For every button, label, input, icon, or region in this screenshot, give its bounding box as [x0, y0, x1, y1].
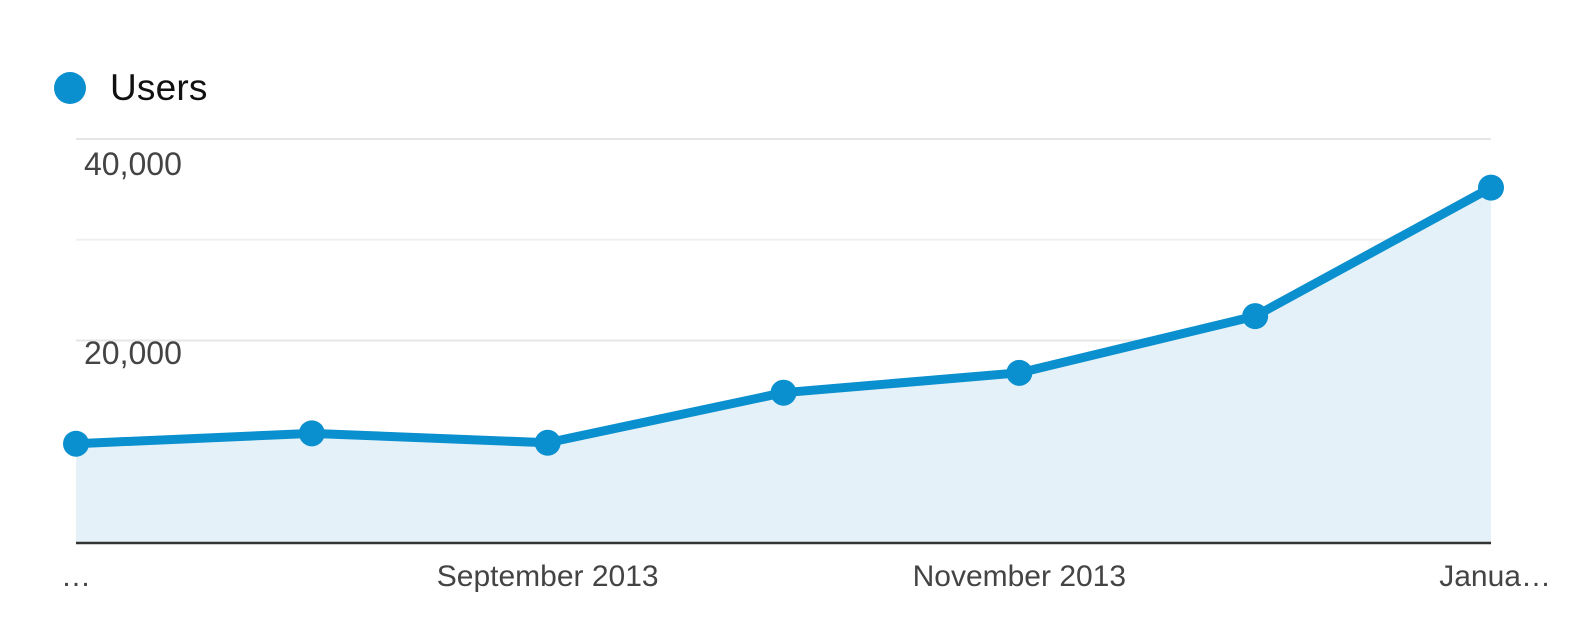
legend: Users — [54, 62, 208, 114]
x-tick-label: Janua… — [1439, 560, 1551, 593]
data-point[interactable] — [1478, 174, 1504, 201]
data-point[interactable] — [534, 429, 561, 456]
x-tick-label: November 2013 — [913, 560, 1126, 593]
x-axis-tick-labels: … September 2013 November 2013 Janua… — [61, 560, 1551, 593]
data-point[interactable] — [1006, 359, 1033, 386]
series-points-users — [63, 174, 1504, 457]
y-axis-tick-labels: 40,000 20,000 — [84, 146, 182, 371]
data-point[interactable] — [298, 420, 325, 447]
legend-swatch-users — [54, 72, 86, 104]
legend-label-users[interactable]: Users — [110, 67, 208, 108]
data-point[interactable] — [770, 379, 797, 406]
series-area-users — [76, 187, 1491, 542]
x-tick-label: … — [61, 560, 91, 593]
data-point[interactable] — [63, 430, 89, 457]
x-tick-label: September 2013 — [437, 560, 659, 593]
data-point[interactable] — [1242, 303, 1269, 330]
y-tick-label: 40,000 — [84, 146, 182, 182]
y-tick-label: 20,000 — [84, 335, 182, 371]
